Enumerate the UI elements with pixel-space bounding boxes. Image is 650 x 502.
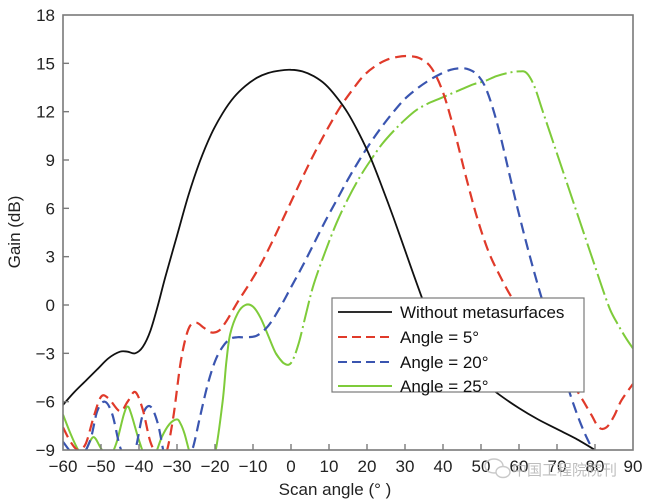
y-tick-label: 18 bbox=[36, 6, 55, 25]
x-tick-label: −60 bbox=[49, 457, 78, 476]
y-tick-label: −3 bbox=[36, 344, 55, 363]
x-axis-label: Scan angle (° ) bbox=[279, 480, 392, 499]
y-tick-label: −6 bbox=[36, 393, 55, 412]
wechat-icon bbox=[484, 458, 511, 479]
y-tick-label: 0 bbox=[46, 296, 55, 315]
y-tick-label: 3 bbox=[46, 248, 55, 267]
x-tick-label: −40 bbox=[125, 457, 154, 476]
x-tick-label: 30 bbox=[396, 457, 415, 476]
legend: Without metasurfaces Angle = 5° Angle = … bbox=[331, 297, 585, 396]
legend-label-angle-25: Angle = 25° bbox=[400, 377, 489, 396]
x-tick-label: −30 bbox=[163, 457, 192, 476]
x-tick-label: 90 bbox=[624, 457, 643, 476]
x-tick-label: 60 bbox=[510, 457, 529, 476]
x-tick-label: 80 bbox=[586, 457, 605, 476]
y-tick-label: 12 bbox=[36, 103, 55, 122]
y-axis-label: Gain (dB) bbox=[5, 196, 24, 269]
x-tick-label: −50 bbox=[87, 457, 116, 476]
x-tick-label: 10 bbox=[320, 457, 339, 476]
series-line-angle-25 bbox=[63, 303, 285, 450]
y-tick-label: 9 bbox=[46, 151, 55, 170]
y-tick-label: 15 bbox=[36, 54, 55, 73]
legend-label-angle-20: Angle = 20° bbox=[400, 353, 489, 372]
legend-label-angle-5: Angle = 5° bbox=[400, 328, 479, 347]
x-tick-label: 70 bbox=[548, 457, 567, 476]
plot-frame bbox=[62, 14, 634, 451]
y-axis-ticks: 18 15 12 9 6 3 0 −3 −6 −9 bbox=[36, 6, 69, 460]
watermark-text: 中国工程院院刊 bbox=[512, 461, 617, 479]
x-tick-label: 20 bbox=[358, 457, 377, 476]
series-layer bbox=[63, 54, 633, 450]
x-tick-label: −20 bbox=[201, 457, 230, 476]
x-axis-ticks: −60 −50 −40 −30 −20 −10 0 10 20 30 40 50 60 70 80 90 bbox=[49, 444, 643, 476]
legend-label-without-metasurfaces: Without metasurfaces bbox=[400, 303, 564, 322]
series-line-angle-25-dashdot bbox=[274, 70, 633, 366]
y-tick-label: −9 bbox=[36, 441, 55, 460]
y-tick-label: 6 bbox=[46, 199, 55, 218]
series-line-angle-20 bbox=[63, 67, 595, 450]
x-tick-label: 0 bbox=[286, 457, 295, 476]
x-tick-label: 50 bbox=[472, 457, 491, 476]
x-tick-label: 40 bbox=[434, 457, 453, 476]
series-line-angle-5 bbox=[63, 54, 633, 450]
x-tick-label: −10 bbox=[239, 457, 268, 476]
watermark: 中国工程院院刊 bbox=[484, 458, 617, 479]
legend-box bbox=[331, 297, 585, 393]
